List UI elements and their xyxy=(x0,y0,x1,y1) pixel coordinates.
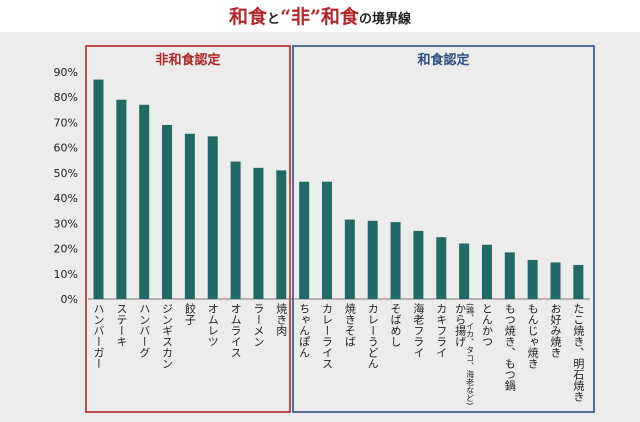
category-label: から揚げ xyxy=(454,303,467,347)
category-label: ちゃんぽん xyxy=(298,303,311,358)
bar xyxy=(344,219,355,299)
category-label: ジンギスカン xyxy=(161,303,174,369)
bar xyxy=(390,222,401,299)
category-label: ステーキ xyxy=(115,303,128,347)
category-label: カレーライス xyxy=(321,303,334,369)
category-label: もつ焼き、もつ鍋 xyxy=(503,303,516,391)
bar xyxy=(413,230,424,299)
bar xyxy=(230,161,241,299)
y-tick-label: 70% xyxy=(54,116,78,129)
bar xyxy=(207,136,218,299)
bar xyxy=(253,167,264,299)
title-washoku-2: 和食 xyxy=(320,6,359,28)
y-tick-label: 90% xyxy=(54,66,78,79)
y-tick-label: 0% xyxy=(61,293,78,306)
bar xyxy=(573,264,584,299)
y-tick-label: 10% xyxy=(54,268,78,281)
bar xyxy=(459,243,470,299)
bar xyxy=(116,99,127,299)
category-label: とんかつ xyxy=(480,303,493,347)
category-label: たこ焼き、明石焼き xyxy=(572,303,585,402)
title-to: と xyxy=(267,12,281,27)
chart-panel xyxy=(0,32,640,422)
category-label: そばめし xyxy=(389,303,402,347)
y-tick-label: 20% xyxy=(54,243,78,256)
bar xyxy=(93,79,104,299)
category-label: カキフライ xyxy=(435,303,448,358)
y-tick-label: 40% xyxy=(54,192,78,205)
bar xyxy=(504,252,515,299)
bar xyxy=(322,181,332,299)
category-label: 焼き肉 xyxy=(275,303,288,336)
bar xyxy=(550,262,561,299)
bar xyxy=(481,244,492,299)
y-tick-label: 50% xyxy=(54,167,78,180)
bar xyxy=(139,104,150,300)
category-label: カレーうどん xyxy=(366,303,379,369)
title-washoku-1: 和食 xyxy=(229,6,268,28)
group-label-washoku: 和食認定 xyxy=(417,52,469,68)
category-label: オムレツ xyxy=(206,303,219,347)
group-box-non-washoku xyxy=(85,45,291,413)
title-kyoukaisen: の境界線 xyxy=(358,12,411,27)
y-tick-label: 60% xyxy=(54,142,78,155)
bar xyxy=(184,133,195,299)
category-label: ハンバーガー xyxy=(92,303,105,369)
bar xyxy=(299,181,310,299)
y-tick-label: 80% xyxy=(54,91,78,104)
bar xyxy=(527,259,538,299)
category-label: ラーメン xyxy=(252,303,265,347)
bar xyxy=(162,124,173,299)
category-label: オムライス xyxy=(229,303,242,358)
title-hi: “非” xyxy=(280,6,321,28)
chart-title: 和食と“非”和食の境界線 xyxy=(0,2,640,32)
category-label: 焼きそば xyxy=(343,303,356,347)
category-label: ハンバーグ xyxy=(138,303,151,358)
category-label: 海老フライ xyxy=(412,302,425,358)
y-tick-label: 30% xyxy=(54,217,78,230)
category-label: 餃子 xyxy=(183,302,196,325)
group-box-washoku xyxy=(292,45,595,413)
group-label-non-washoku: 非和食認定 xyxy=(155,52,220,68)
category-label: もんじゃ焼き xyxy=(526,303,539,369)
bar xyxy=(367,220,378,299)
bar xyxy=(436,237,447,299)
category-note: (鶏、イカ、タコ、海老など) xyxy=(466,303,475,405)
bar xyxy=(276,170,287,299)
category-label: お好み焼き xyxy=(549,303,562,358)
